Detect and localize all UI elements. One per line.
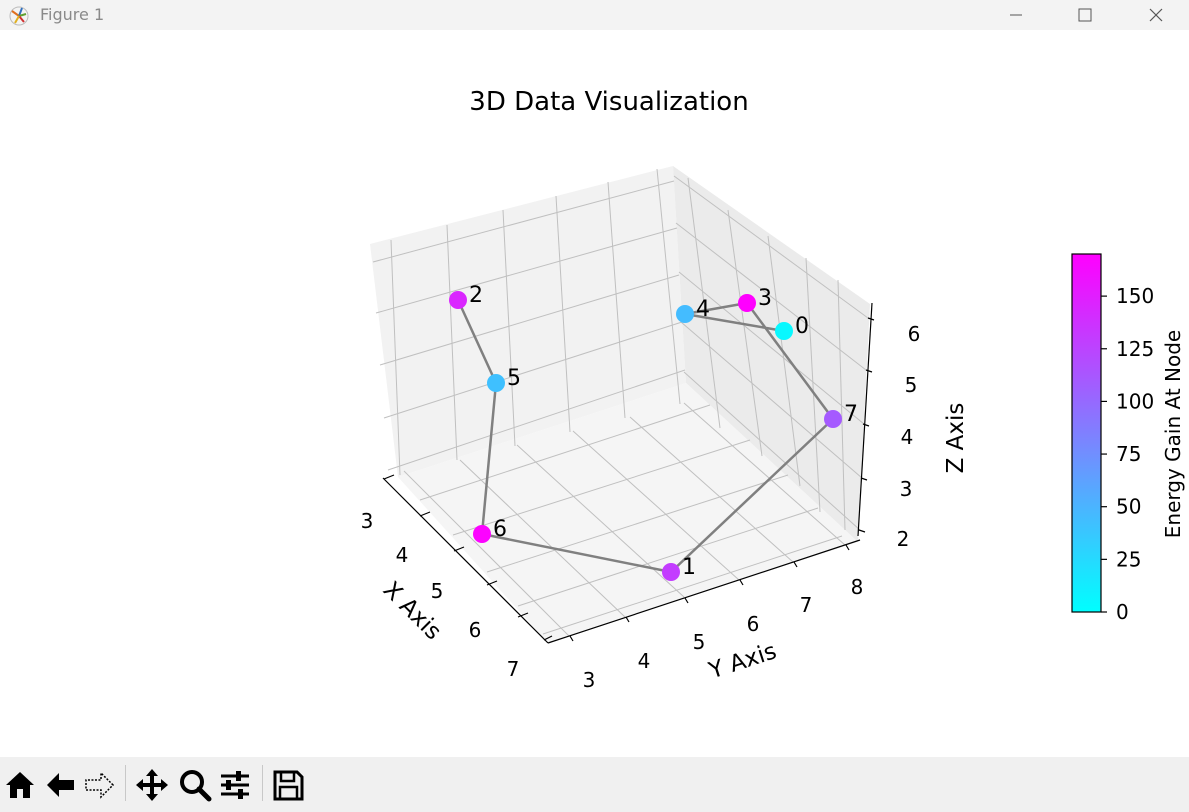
x-tick-label: 6: [469, 618, 482, 642]
home-button[interactable]: [0, 761, 40, 809]
toolbar-separator: [125, 765, 126, 801]
save-button[interactable]: [268, 761, 308, 809]
save-icon: [273, 770, 304, 801]
maximize-icon: [1078, 8, 1092, 22]
z-axis-label: Z Axis: [943, 403, 969, 474]
forward-button[interactable]: [80, 761, 120, 809]
y-tick-label: 8: [851, 575, 864, 599]
colorbar-tick-label: 100: [1116, 389, 1154, 413]
navigation-toolbar: [0, 757, 1189, 812]
y-tick-label: 3: [583, 668, 596, 692]
toolbar-separator: [262, 765, 263, 801]
3d-scatter-chart: 3D Data Visualization: [361, 87, 1185, 692]
y-tick-label: 4: [638, 649, 651, 673]
colorbar-tick-label: 50: [1116, 495, 1141, 519]
z-tick-label: 3: [900, 477, 913, 501]
x-tick-label: 3: [361, 509, 374, 533]
configure-subplots-button[interactable]: [215, 761, 255, 809]
colorbar-tick-label: 125: [1116, 337, 1154, 361]
node-label: 6: [493, 517, 507, 542]
data-point: [473, 525, 491, 543]
y-tick-label: 7: [800, 593, 813, 617]
node-label: 5: [507, 366, 521, 391]
node-label: 2: [469, 283, 483, 308]
window-title: Figure 1: [40, 5, 105, 24]
close-button[interactable]: [1133, 0, 1179, 30]
configure-subplots-icon: [221, 771, 249, 799]
minimize-button[interactable]: [993, 0, 1039, 30]
y-tick-label: 5: [693, 630, 706, 654]
colorbar: 0 25 50 75 100 125 150 Energy Gain At Node: [1071, 253, 1185, 624]
pan-button[interactable]: [132, 761, 172, 809]
z-tick-label: 4: [901, 425, 914, 449]
zoom-magnifier-icon: [180, 770, 212, 802]
matplotlib-icon: [8, 5, 30, 27]
axes-panes: [370, 166, 870, 643]
path-line: [456, 299, 835, 574]
z-tick-label: 2: [897, 527, 910, 551]
figure-canvas[interactable]: 3D Data Visualization: [0, 30, 1189, 757]
node-label: 3: [758, 286, 772, 311]
back-button[interactable]: [40, 761, 80, 809]
close-icon: [1149, 8, 1163, 22]
x-tick-label: 5: [431, 579, 444, 603]
node-path: [456, 299, 835, 574]
data-point: [824, 410, 842, 428]
back-arrow-icon: [47, 773, 74, 797]
data-point: [676, 305, 694, 323]
zoom-button[interactable]: [175, 761, 215, 809]
data-point: [738, 294, 756, 312]
pan-move-icon: [136, 769, 168, 801]
colorbar-tick-label: 150: [1116, 284, 1154, 308]
z-tick-label: 6: [908, 322, 921, 346]
grid-lines: [372, 168, 869, 637]
right-pane: [673, 166, 870, 542]
minimize-icon: [1010, 14, 1022, 16]
title-bar: Figure 1: [0, 0, 1189, 30]
colorbar-label: Energy Gain At Node: [1161, 330, 1185, 538]
node-label: 0: [795, 314, 809, 339]
colorbar-tick-label: 0: [1116, 600, 1129, 624]
y-axis-label: Y Axis: [705, 638, 780, 684]
x-tick-label: 4: [396, 543, 409, 567]
node-label: 7: [844, 402, 858, 427]
node-label: 4: [696, 297, 710, 322]
y-axis-line: [547, 539, 861, 644]
data-point: [662, 563, 680, 581]
y-tick-label: 6: [747, 612, 760, 636]
colorbar-gradient: [1071, 253, 1102, 613]
data-point: [775, 322, 793, 340]
left-pane: [370, 166, 686, 477]
node-label: 1: [682, 555, 696, 580]
colorbar-tick-label: 25: [1116, 547, 1141, 571]
data-point: [449, 291, 467, 309]
home-icon: [6, 772, 34, 798]
chart-title: 3D Data Visualization: [469, 87, 748, 117]
z-axis-line: [857, 302, 873, 537]
z-tick-label: 5: [905, 373, 918, 397]
node-markers: 0 1 2 3 4 5 6 7: [449, 283, 858, 581]
maximize-button[interactable]: [1062, 0, 1108, 30]
data-point: [487, 374, 505, 392]
x-tick-label: 7: [507, 657, 520, 681]
tick-marks: [383, 317, 875, 642]
colorbar-tick-label: 75: [1116, 442, 1141, 466]
forward-arrow-icon: [85, 771, 115, 799]
